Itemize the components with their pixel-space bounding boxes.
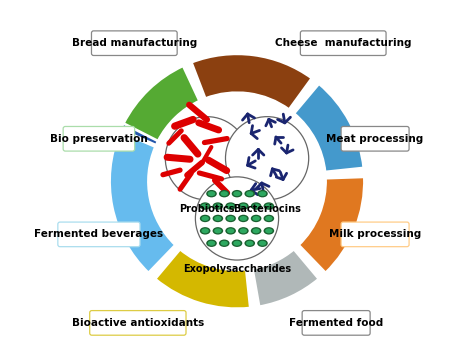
Ellipse shape: [233, 191, 241, 196]
Ellipse shape: [206, 239, 217, 247]
Ellipse shape: [259, 241, 266, 246]
Ellipse shape: [265, 204, 273, 209]
FancyBboxPatch shape: [302, 311, 370, 335]
Ellipse shape: [201, 228, 209, 233]
Text: Fermented food: Fermented food: [289, 318, 383, 328]
Ellipse shape: [212, 202, 223, 210]
FancyBboxPatch shape: [90, 311, 186, 335]
Ellipse shape: [214, 204, 222, 209]
Text: Milk processing: Milk processing: [329, 229, 421, 239]
Ellipse shape: [252, 204, 260, 209]
Ellipse shape: [245, 190, 255, 197]
Ellipse shape: [220, 191, 228, 196]
Ellipse shape: [264, 215, 274, 222]
Wedge shape: [299, 177, 365, 273]
Ellipse shape: [214, 228, 222, 233]
Ellipse shape: [225, 227, 236, 234]
Ellipse shape: [252, 228, 260, 233]
Ellipse shape: [206, 190, 217, 197]
Text: Probiotics: Probiotics: [179, 204, 235, 214]
Wedge shape: [155, 249, 250, 309]
Text: Cheese  manufacturing: Cheese manufacturing: [275, 38, 411, 48]
Ellipse shape: [200, 227, 210, 234]
Ellipse shape: [265, 228, 273, 233]
Ellipse shape: [259, 191, 266, 196]
Ellipse shape: [212, 227, 223, 234]
Text: Bread manufacturing: Bread manufacturing: [72, 38, 197, 48]
FancyBboxPatch shape: [301, 31, 386, 56]
Circle shape: [148, 93, 326, 270]
Ellipse shape: [238, 215, 249, 222]
Wedge shape: [191, 54, 312, 109]
Ellipse shape: [232, 239, 242, 247]
Ellipse shape: [240, 216, 247, 221]
Ellipse shape: [200, 215, 210, 222]
Ellipse shape: [227, 204, 234, 209]
Circle shape: [195, 177, 279, 260]
Ellipse shape: [251, 227, 262, 234]
Ellipse shape: [201, 216, 209, 221]
Ellipse shape: [251, 215, 262, 222]
Wedge shape: [294, 84, 364, 172]
Ellipse shape: [251, 202, 262, 210]
Ellipse shape: [232, 190, 242, 197]
Ellipse shape: [225, 215, 236, 222]
Ellipse shape: [214, 216, 222, 221]
Text: Bacteriocins: Bacteriocins: [233, 204, 301, 214]
Wedge shape: [120, 66, 200, 145]
Ellipse shape: [238, 202, 249, 210]
Ellipse shape: [245, 239, 255, 247]
Ellipse shape: [220, 241, 228, 246]
Ellipse shape: [238, 227, 249, 234]
Ellipse shape: [246, 241, 254, 246]
Ellipse shape: [227, 216, 234, 221]
Ellipse shape: [225, 202, 236, 210]
Ellipse shape: [208, 241, 215, 246]
Text: Exopolysaccharides: Exopolysaccharides: [183, 265, 291, 275]
FancyBboxPatch shape: [58, 222, 140, 247]
Ellipse shape: [208, 191, 215, 196]
Ellipse shape: [240, 204, 247, 209]
Ellipse shape: [219, 190, 229, 197]
Ellipse shape: [233, 241, 241, 246]
Ellipse shape: [264, 202, 274, 210]
Wedge shape: [252, 249, 319, 307]
Wedge shape: [123, 66, 200, 141]
Ellipse shape: [246, 191, 254, 196]
FancyBboxPatch shape: [37, 0, 437, 359]
FancyBboxPatch shape: [91, 31, 177, 56]
Ellipse shape: [252, 216, 260, 221]
Ellipse shape: [212, 215, 223, 222]
Wedge shape: [109, 131, 175, 273]
FancyBboxPatch shape: [341, 126, 409, 151]
Text: Meat processing: Meat processing: [327, 134, 424, 144]
Ellipse shape: [264, 227, 274, 234]
Ellipse shape: [200, 202, 210, 210]
Ellipse shape: [257, 239, 268, 247]
Ellipse shape: [265, 216, 273, 221]
Ellipse shape: [257, 190, 268, 197]
Circle shape: [226, 117, 309, 200]
Ellipse shape: [227, 228, 234, 233]
Ellipse shape: [240, 228, 247, 233]
Text: Bio preservation: Bio preservation: [50, 134, 148, 144]
Text: Bioactive antioxidants: Bioactive antioxidants: [72, 318, 204, 328]
Text: Fermented beverages: Fermented beverages: [34, 229, 164, 239]
Circle shape: [165, 117, 248, 200]
Ellipse shape: [219, 239, 229, 247]
Ellipse shape: [201, 204, 209, 209]
FancyBboxPatch shape: [63, 126, 135, 151]
FancyBboxPatch shape: [341, 222, 409, 247]
